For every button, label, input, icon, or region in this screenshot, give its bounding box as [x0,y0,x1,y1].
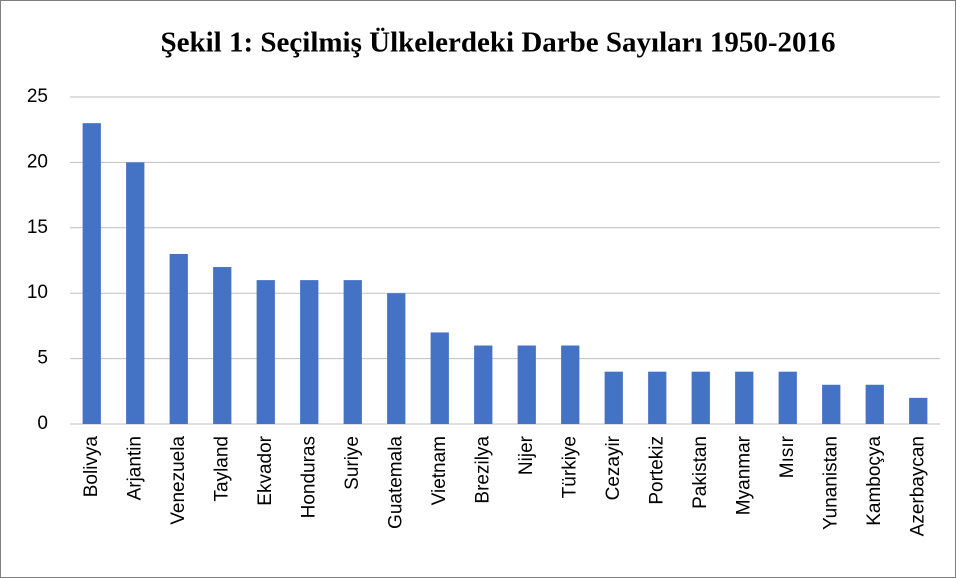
bar [822,384,841,424]
x-tick-label: Honduras [298,436,319,518]
y-tick-label: 25 [27,86,48,107]
x-tick-label: Bolivya [81,436,102,498]
bar [343,280,362,424]
y-tick-label: 10 [27,282,48,303]
bar [778,371,797,424]
x-tick-label: Venezuela [168,436,189,525]
bar [213,267,232,424]
x-tick-label: Nijer [516,435,537,475]
bar [387,293,406,424]
chart-title: Şekil 1: Seçilmiş Ülkelerdeki Darbe Sayı… [160,27,835,59]
x-tick-label: Azerbaycan [907,436,928,536]
x-tick-label: Pakistan [690,436,711,509]
bar [474,345,493,424]
bar [430,332,449,424]
bar [82,123,101,424]
bar [126,162,145,424]
bar [691,371,710,424]
x-tick-label: Yunanistan [820,436,841,530]
bar [909,397,928,424]
bar [648,371,667,424]
x-tick-label: Portekiz [646,436,667,505]
x-tick-label: Suriye [342,436,363,490]
x-tick-label: Tayland [211,436,232,502]
bar [256,280,275,424]
bar [735,371,754,424]
x-tick-label: Guatemala [385,436,406,529]
y-tick-label: 0 [37,413,48,434]
bar [169,253,188,424]
x-tick-label: Cezayir [603,435,624,500]
y-tick-label: 15 [27,217,48,238]
x-tick-label: Türkiye [559,436,580,498]
bar [604,371,623,424]
x-tick-label: Brezilya [472,436,493,504]
bar [300,280,319,424]
x-tick-label: Ekvador [255,435,276,505]
bar [865,384,884,424]
x-tick-label: Mısır [777,435,798,478]
bar [561,345,580,424]
x-tick-label: Vietnam [429,436,450,505]
y-tick-label: 5 [37,348,48,369]
y-tick-label: 20 [27,151,48,172]
bar [517,345,536,424]
x-tick-label: Kamboçya [864,436,885,526]
x-tick-label: Arjantin [124,436,145,500]
x-tick-label: Myanmar [733,435,754,515]
